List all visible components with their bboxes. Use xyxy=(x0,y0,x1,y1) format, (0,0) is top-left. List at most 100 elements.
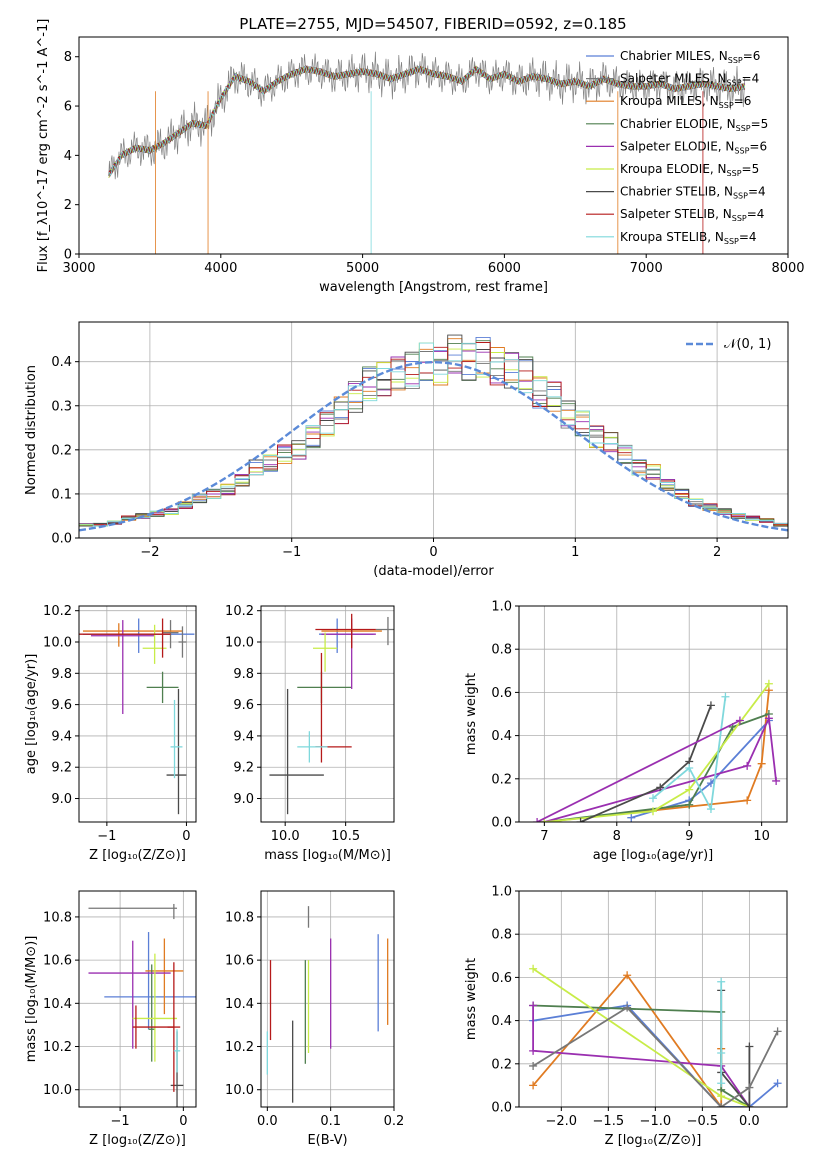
plot-area xyxy=(108,51,746,254)
x-tick-label: 0.1 xyxy=(320,1114,341,1129)
axes-frame xyxy=(78,36,789,255)
x-axis-label: E(B-V) xyxy=(307,1133,347,1148)
x-tick-label: 0 xyxy=(429,545,437,560)
plot-area xyxy=(79,334,788,538)
series-line xyxy=(532,1006,779,1107)
y-axis-label: mass weight xyxy=(464,958,479,1040)
y-tick-label: 4 xyxy=(64,149,72,164)
x-tick-label: 5000 xyxy=(346,261,379,276)
series-marker xyxy=(721,692,730,701)
series-marker xyxy=(743,796,752,805)
axes-frame xyxy=(260,890,395,1108)
y-tick-label: 0.4 xyxy=(491,729,512,744)
series-marker xyxy=(623,971,632,980)
x-tick-label: 10.5 xyxy=(331,829,360,844)
x-tick-label: 10 xyxy=(753,829,770,844)
y-tick-label: 10.0 xyxy=(225,1083,254,1098)
series-marker xyxy=(717,1092,726,1101)
plot-area xyxy=(79,618,195,815)
y-tick-label: 6 xyxy=(64,100,72,115)
model-line xyxy=(108,65,746,176)
series-marker xyxy=(706,701,715,710)
x-tick-label: 6000 xyxy=(488,261,521,276)
series-marker xyxy=(529,1046,538,1055)
series-marker xyxy=(743,761,752,770)
legend-entry: Kroupa STELIB, NSSP=4 xyxy=(620,230,757,246)
series-line xyxy=(532,1005,751,1107)
x-tick-label: −2.0 xyxy=(546,1114,578,1129)
y-tick-label: 9.0 xyxy=(51,792,72,807)
panel-mass-vs-EBV: 0.0 0.1 0.2 10.0 10.2 10.4 10.6 10.8 E(B-V) xyxy=(225,890,405,1148)
series-marker xyxy=(735,716,744,725)
series-marker xyxy=(717,1103,726,1107)
series-marker xyxy=(627,813,636,822)
series-marker xyxy=(649,807,657,816)
y-axis-label: Flux [f_λ10^-17 erg cm^-2 s^-1 A^-1] xyxy=(36,19,51,273)
series-marker xyxy=(685,764,694,772)
model-line xyxy=(108,65,746,176)
panel-mass-vs-Z: −1 0 10.0 10.2 10.4 10.6 10.8 Z [log₁₀(Z/Z⊙)] ma… xyxy=(24,890,197,1148)
x-tick-label: 2 xyxy=(713,545,721,560)
axes-frame xyxy=(78,890,197,1108)
y-tick-label: 10.0 xyxy=(225,636,254,651)
y-tick-label: 0.1 xyxy=(51,487,72,502)
x-tick-label: −1 xyxy=(111,1114,130,1129)
legend-entry: Kroupa MILES, NSSP=6 xyxy=(620,94,751,110)
plot-area xyxy=(88,903,196,1107)
legend-entry: Kroupa ELODIE, NSSP=5 xyxy=(620,162,759,178)
y-tick-label: 10.2 xyxy=(225,604,254,619)
x-tick-label: −2 xyxy=(140,545,159,560)
axes-frame xyxy=(518,890,788,1108)
x-tick-label: 0.2 xyxy=(384,1114,405,1129)
x-axis-label: Z [log₁₀(Z/Z⊙)] xyxy=(89,848,186,863)
series-marker xyxy=(529,964,538,973)
histogram-step xyxy=(79,342,788,538)
x-tick-label: −1.0 xyxy=(640,1114,672,1129)
series-marker xyxy=(529,1061,538,1070)
series-marker xyxy=(717,1079,726,1088)
panel-weight-vs-age: 7 8 9 10 0.0 0.2 0.4 0.6 0.8 1.0 age [log₁₀(age/yr… xyxy=(464,600,788,863)
panel-weight-vs-Z: −2.0 −1.5 −1.0 −0.5 0.0 0.0 0.2 0.4 0.6 0.8 1.0 Z [… xyxy=(464,885,788,1148)
x-tick-label: 7 xyxy=(540,829,548,844)
x-tick-label: −1.5 xyxy=(593,1114,625,1129)
plot-area xyxy=(266,906,389,1103)
y-tick-label: 10.2 xyxy=(43,604,72,619)
series-marker xyxy=(745,1083,754,1092)
y-tick-label: 10.6 xyxy=(225,954,254,969)
series-marker xyxy=(685,800,694,809)
panel-residuals: −2 −1 0 1 2 0.0 0.1 0.2 0.3 0.4 (data-model)/error… xyxy=(24,321,789,579)
y-axis-label: age [log₁₀(age/yr)] xyxy=(24,654,39,775)
x-tick-label: 7000 xyxy=(630,261,663,276)
legend-entry: Salpeter ELODIE, NSSP=6 xyxy=(620,139,767,155)
x-tick-label: 9 xyxy=(685,829,693,844)
panel-spectrum: 3000 4000 5000 6000 7000 8000 0 2 4 6 8 wavelength … xyxy=(36,19,805,295)
y-tick-label: 0.0 xyxy=(491,1101,512,1116)
y-tick-label: 0.6 xyxy=(491,971,512,986)
x-tick-label: 8000 xyxy=(771,261,804,276)
y-tick-label: 0.8 xyxy=(491,928,512,943)
y-tick-label: 9.8 xyxy=(51,667,72,682)
y-tick-label: 9.4 xyxy=(51,729,72,744)
legend-entry: Chabrier ELODIE, NSSP=5 xyxy=(620,117,768,133)
y-tick-label: 10.0 xyxy=(43,636,72,651)
y-tick-label: 9.6 xyxy=(233,698,254,713)
x-axis-label: age [log₁₀(age/yr)] xyxy=(593,848,714,863)
series-marker xyxy=(533,818,542,822)
y-tick-label: 9.6 xyxy=(51,698,72,713)
y-tick-label: 10.8 xyxy=(225,910,254,925)
legend-entry: Salpeter STELIB, NSSP=4 xyxy=(620,207,764,223)
y-tick-label: 9.2 xyxy=(233,761,254,776)
y-tick-label: 9.0 xyxy=(233,792,254,807)
series-marker xyxy=(649,794,657,803)
series-marker xyxy=(529,1001,538,1010)
series-line xyxy=(532,968,750,1107)
axes-frame xyxy=(260,605,395,823)
x-tick-label: 10.0 xyxy=(271,829,300,844)
plot-area xyxy=(533,679,781,822)
y-tick-label: 0.8 xyxy=(491,643,512,658)
series-marker xyxy=(656,783,665,792)
plot-area xyxy=(529,964,782,1107)
axes-frame xyxy=(518,605,788,823)
series-line xyxy=(544,713,770,822)
y-tick-label: 10.6 xyxy=(43,954,72,969)
